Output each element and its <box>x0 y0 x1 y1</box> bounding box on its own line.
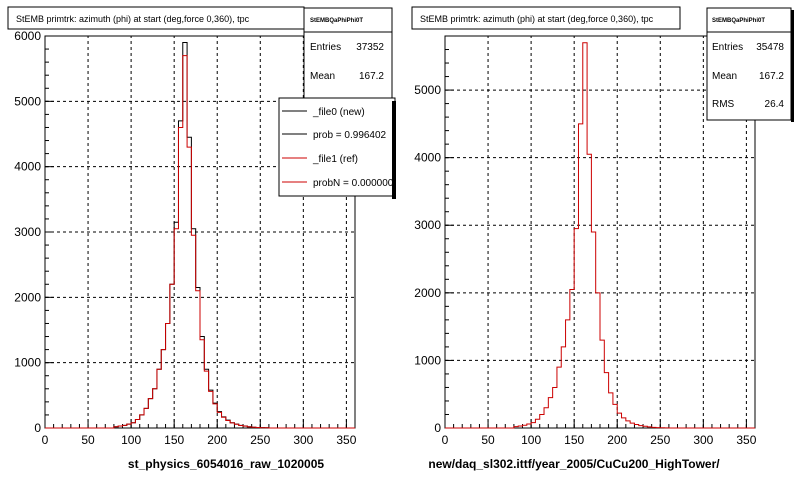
left-mean-value: 167.2 <box>359 71 384 82</box>
right-mean-value: 167.2 <box>759 71 784 82</box>
right-rms-label: RMS <box>712 99 735 110</box>
right-rms-value: 26.4 <box>765 99 785 110</box>
right-stats-box: StEMBQaPhiPhi0T Entries 35478 Mean 167.2… <box>706 7 794 122</box>
x-tick-label: 100 <box>521 433 541 447</box>
histogram-series-1 <box>45 55 355 429</box>
left-xlabel: st_physics_6054016_raw_1020005 <box>128 457 324 471</box>
legend-entry-probN: probN = 0.000000 <box>313 178 394 189</box>
x-tick-label: 300 <box>293 433 313 447</box>
right-title: StEMB primtrk: azimuth (phi) at start (d… <box>420 14 654 24</box>
right-entries-value: 35478 <box>756 42 784 53</box>
y-tick-label: 6000 <box>14 29 41 43</box>
right-entries-label: Entries <box>712 42 743 53</box>
y-tick-label: 3000 <box>14 225 41 239</box>
y-tick-label: 0 <box>434 421 441 435</box>
y-tick-label: 1000 <box>14 356 41 370</box>
right-ticks: 0 50 100 150 200 250 300 350 0 1000 2000 3000 4000 50… <box>414 35 757 447</box>
y-tick-label: 1000 <box>414 353 441 367</box>
legend-entry-prob: prob = 0.996402 <box>313 130 387 141</box>
left-entries-value: 37352 <box>356 42 384 53</box>
right-xlabel: new/daq_sl302.ittf/year_2005/CuCu200_Hig… <box>428 457 720 471</box>
x-tick-label: 50 <box>481 433 495 447</box>
x-tick-label: 100 <box>121 433 141 447</box>
right-stats-name: StEMBQaPhiPhi0T <box>712 18 765 24</box>
x-tick-label: 0 <box>442 433 449 447</box>
right-histograms <box>445 42 755 429</box>
x-tick-label: 250 <box>650 433 670 447</box>
x-tick-label: 50 <box>81 433 95 447</box>
x-tick-label: 350 <box>736 433 756 447</box>
right-mean-label: Mean <box>712 71 737 82</box>
legend-entry-file0: _file0 (new) <box>312 107 365 118</box>
left-title-box: StEMB primtrk: azimuth (phi) at start (d… <box>7 6 305 30</box>
x-tick-label: 250 <box>250 433 270 447</box>
x-tick-label: 150 <box>564 433 584 447</box>
y-tick-label: 5000 <box>414 83 441 97</box>
y-tick-label: 2000 <box>414 286 441 300</box>
x-tick-label: 200 <box>607 433 627 447</box>
x-tick-label: 0 <box>42 433 49 447</box>
y-tick-label: 5000 <box>14 94 41 108</box>
left-ticks: 0 50 100 150 200 250 300 350 0 1000 2000 3000 4000 50… <box>14 29 356 447</box>
left-mean-label: Mean <box>310 71 335 82</box>
left-entries-label: Entries <box>310 42 341 53</box>
left-legend: _file0 (new) prob = 0.996402 _file1 (ref… <box>278 97 396 199</box>
histogram-series-0 <box>445 42 755 429</box>
x-tick-label: 300 <box>693 433 713 447</box>
x-tick-label: 150 <box>164 433 184 447</box>
left-stats-name: StEMBQaPhiPhi0T <box>310 18 363 24</box>
y-tick-label: 0 <box>34 421 41 435</box>
legend-entry-file1: _file1 (ref) <box>312 154 358 165</box>
x-tick-label: 200 <box>207 433 227 447</box>
left-title: StEMB primtrk: azimuth (phi) at start (d… <box>16 14 250 24</box>
y-tick-label: 2000 <box>14 290 41 304</box>
y-tick-label: 3000 <box>414 218 441 232</box>
left-histograms <box>45 42 355 429</box>
x-tick-label: 350 <box>336 433 356 447</box>
left-panel: 0 50 100 150 200 250 300 350 0 1000 2000 3000 4000 50… <box>7 6 396 471</box>
right-panel: 0 50 100 150 200 250 300 350 0 1000 2000 3000 4000 50… <box>411 6 794 471</box>
y-tick-label: 4000 <box>414 151 441 165</box>
y-tick-label: 4000 <box>14 160 41 174</box>
right-title-box: StEMB primtrk: azimuth (phi) at start (d… <box>411 6 681 30</box>
